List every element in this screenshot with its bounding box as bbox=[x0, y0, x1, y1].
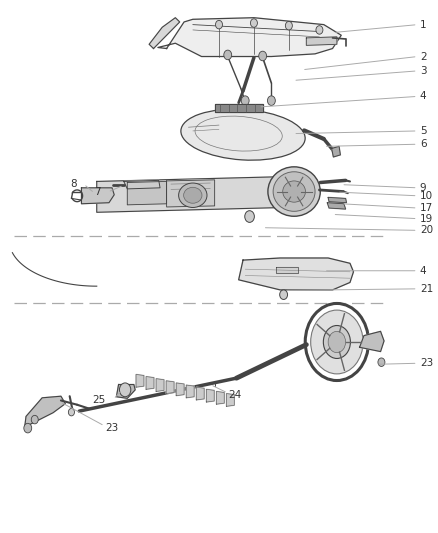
Text: 24: 24 bbox=[229, 390, 242, 400]
Circle shape bbox=[245, 211, 254, 222]
Polygon shape bbox=[156, 378, 164, 391]
Polygon shape bbox=[327, 203, 346, 209]
Polygon shape bbox=[360, 332, 384, 352]
Text: 2: 2 bbox=[420, 52, 427, 61]
Text: 7: 7 bbox=[94, 187, 100, 197]
Polygon shape bbox=[239, 258, 353, 290]
Text: 5: 5 bbox=[420, 126, 427, 136]
Ellipse shape bbox=[184, 187, 202, 203]
Circle shape bbox=[286, 21, 292, 30]
Ellipse shape bbox=[323, 326, 350, 359]
Text: 9: 9 bbox=[420, 183, 427, 193]
Polygon shape bbox=[25, 396, 65, 427]
Text: 8: 8 bbox=[71, 179, 77, 189]
Text: 21: 21 bbox=[420, 284, 433, 294]
Polygon shape bbox=[226, 393, 234, 406]
Text: 3: 3 bbox=[420, 66, 427, 76]
Text: 17: 17 bbox=[420, 203, 433, 213]
Ellipse shape bbox=[273, 172, 315, 211]
Polygon shape bbox=[81, 188, 114, 204]
Polygon shape bbox=[306, 37, 337, 45]
Text: 19: 19 bbox=[420, 214, 433, 224]
Polygon shape bbox=[186, 385, 194, 398]
Polygon shape bbox=[206, 389, 214, 402]
Polygon shape bbox=[158, 18, 341, 56]
Polygon shape bbox=[276, 266, 297, 273]
Text: 20: 20 bbox=[420, 225, 433, 236]
Polygon shape bbox=[146, 376, 154, 389]
Circle shape bbox=[120, 383, 131, 397]
Circle shape bbox=[259, 51, 267, 61]
Text: 4: 4 bbox=[420, 266, 427, 276]
Circle shape bbox=[24, 423, 32, 433]
Text: 4: 4 bbox=[420, 91, 427, 101]
Polygon shape bbox=[136, 374, 144, 387]
Polygon shape bbox=[117, 384, 135, 398]
Circle shape bbox=[241, 96, 249, 106]
Ellipse shape bbox=[179, 183, 207, 207]
Ellipse shape bbox=[328, 332, 346, 353]
Ellipse shape bbox=[268, 167, 320, 216]
Circle shape bbox=[31, 415, 38, 424]
Circle shape bbox=[280, 290, 288, 300]
Text: 25: 25 bbox=[92, 395, 106, 406]
Polygon shape bbox=[196, 387, 204, 400]
Text: 6: 6 bbox=[420, 139, 427, 149]
Polygon shape bbox=[127, 181, 166, 205]
Polygon shape bbox=[97, 176, 304, 212]
Polygon shape bbox=[176, 383, 184, 395]
Ellipse shape bbox=[283, 181, 305, 202]
Ellipse shape bbox=[181, 109, 305, 160]
Polygon shape bbox=[149, 18, 180, 49]
Text: 23: 23 bbox=[420, 358, 433, 368]
Circle shape bbox=[215, 20, 223, 29]
Polygon shape bbox=[166, 381, 174, 393]
Circle shape bbox=[378, 358, 385, 367]
Polygon shape bbox=[215, 104, 263, 112]
Ellipse shape bbox=[311, 310, 363, 374]
Polygon shape bbox=[332, 147, 340, 157]
Text: 10: 10 bbox=[420, 191, 433, 201]
Circle shape bbox=[251, 19, 258, 27]
Text: 1: 1 bbox=[420, 20, 427, 30]
Circle shape bbox=[224, 50, 232, 60]
Circle shape bbox=[68, 408, 74, 416]
Polygon shape bbox=[166, 180, 215, 207]
Circle shape bbox=[316, 26, 323, 34]
Polygon shape bbox=[216, 391, 224, 404]
Circle shape bbox=[268, 96, 276, 106]
Polygon shape bbox=[124, 180, 160, 189]
Polygon shape bbox=[328, 197, 346, 203]
Text: 23: 23 bbox=[106, 423, 119, 433]
